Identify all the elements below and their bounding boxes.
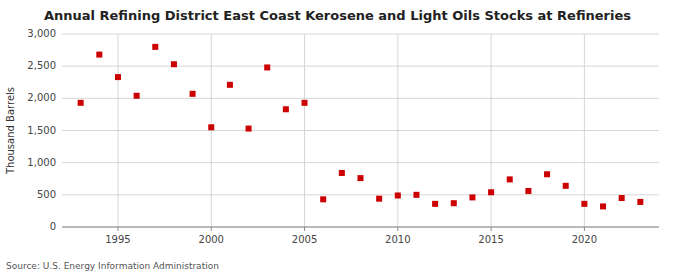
x-tick bbox=[584, 227, 585, 231]
y-tick-label: 2,500 bbox=[27, 60, 56, 71]
point bbox=[432, 201, 438, 207]
y-axis-label: Thousand Barrels bbox=[5, 87, 16, 175]
point bbox=[96, 52, 102, 58]
point bbox=[78, 100, 84, 106]
point bbox=[227, 82, 233, 88]
x-tick-label: 2000 bbox=[199, 234, 224, 245]
point bbox=[208, 124, 214, 130]
title: Annual Refining District East Coast Kero… bbox=[44, 8, 631, 23]
y-grid-line bbox=[62, 98, 659, 99]
point bbox=[451, 200, 457, 206]
point bbox=[488, 189, 494, 195]
point bbox=[115, 74, 121, 80]
x-grid-line bbox=[491, 34, 492, 227]
y-tick-label: 500 bbox=[37, 189, 56, 200]
point bbox=[525, 188, 531, 194]
y-tick-label: 3,000 bbox=[27, 28, 56, 39]
y-tick-label: 0 bbox=[50, 221, 56, 232]
x-grid-line bbox=[304, 34, 305, 227]
point bbox=[600, 203, 606, 209]
point bbox=[469, 194, 475, 200]
point bbox=[563, 183, 569, 189]
x-tick-label: 2020 bbox=[572, 234, 597, 245]
point bbox=[507, 176, 513, 182]
point bbox=[358, 175, 364, 181]
x-grid-line bbox=[211, 34, 212, 227]
point bbox=[302, 100, 308, 106]
x-tick bbox=[211, 227, 212, 231]
points bbox=[78, 44, 644, 210]
point bbox=[246, 126, 252, 132]
point bbox=[134, 93, 140, 99]
x-tick-label: 2005 bbox=[292, 234, 317, 245]
point bbox=[376, 196, 382, 202]
y-grid-line bbox=[62, 227, 659, 228]
x-tick bbox=[304, 227, 305, 231]
point bbox=[395, 192, 401, 198]
y-tick-label: 1,500 bbox=[27, 125, 56, 136]
x-tick bbox=[397, 227, 398, 231]
chart-container: Annual Refining District East Coast Kero… bbox=[0, 0, 675, 275]
x-tick bbox=[491, 227, 492, 231]
x-tick-label: 2015 bbox=[478, 234, 503, 245]
grid bbox=[62, 34, 659, 227]
x-grid-line bbox=[584, 34, 585, 227]
x-tick-label: 1995 bbox=[105, 234, 130, 245]
x-tick bbox=[117, 227, 118, 231]
point bbox=[637, 199, 643, 205]
point bbox=[581, 201, 587, 207]
y-tick-label: 1,000 bbox=[27, 157, 56, 168]
point bbox=[339, 170, 345, 176]
point bbox=[190, 91, 196, 97]
point bbox=[171, 61, 177, 67]
point bbox=[544, 171, 550, 177]
y-grid-line bbox=[62, 66, 659, 67]
point bbox=[264, 64, 270, 70]
x-axis-line bbox=[62, 227, 659, 228]
source-note: Source: U.S. Energy Information Administ… bbox=[6, 261, 219, 271]
y-grid-line bbox=[62, 194, 659, 195]
point bbox=[152, 44, 158, 50]
x-tick-label: 2010 bbox=[385, 234, 410, 245]
y-grid-line bbox=[62, 130, 659, 131]
point bbox=[619, 195, 625, 201]
point bbox=[320, 196, 326, 202]
y-tick-label: 2,000 bbox=[27, 92, 56, 103]
axes: 0 500 1,000 1,500 2,000 2,500 3,000 1995 2000 200… bbox=[27, 28, 659, 245]
point bbox=[283, 106, 289, 112]
y-grid-line bbox=[62, 162, 659, 163]
chart: Annual Refining District East Coast Kero… bbox=[0, 0, 675, 275]
point bbox=[413, 192, 419, 198]
x-grid-line bbox=[117, 34, 118, 227]
y-grid-line bbox=[62, 34, 659, 35]
